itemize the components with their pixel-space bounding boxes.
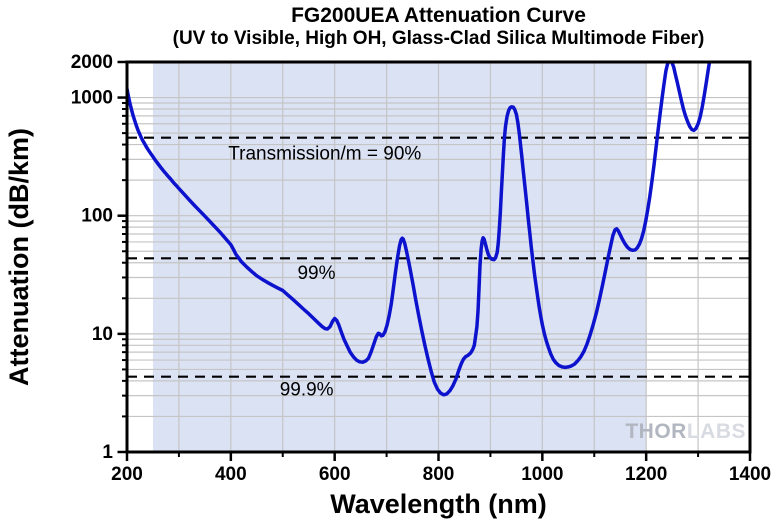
reference-line-label: 99% bbox=[297, 263, 335, 284]
x-tick-label: 200 bbox=[111, 464, 143, 485]
attenuation-curve bbox=[125, 62, 712, 397]
thorlabs-watermark: THORLABS bbox=[625, 420, 746, 443]
x-tick-label: 1000 bbox=[521, 464, 563, 485]
y-tick-label: 2000 bbox=[71, 52, 113, 73]
shaded-operating-region bbox=[152, 62, 647, 452]
grid bbox=[127, 62, 750, 452]
thorlabs-watermark-labs: LABS bbox=[687, 420, 746, 443]
y-tick-label: 100 bbox=[81, 206, 113, 227]
x-tick-label: 1400 bbox=[729, 464, 771, 485]
x-tick-label: 800 bbox=[423, 464, 455, 485]
x-axis-label: Wavelength (nm) bbox=[330, 489, 547, 519]
plot-border bbox=[125, 60, 752, 454]
reference-line-label: Transmission/m = 90% bbox=[228, 143, 421, 164]
y-tick-label: 1000 bbox=[71, 88, 113, 109]
chart-subtitle: (UV to Visible, High OH, Glass-Clad Sili… bbox=[172, 28, 705, 49]
y-tick-label: 1 bbox=[102, 442, 113, 463]
x-tick-label: 1200 bbox=[625, 464, 667, 485]
thorlabs-watermark-thor: THOR bbox=[625, 420, 687, 443]
x-tick-label: 600 bbox=[319, 464, 351, 485]
reference-line-label: 99.9% bbox=[280, 380, 334, 401]
y-tick-label: 10 bbox=[92, 324, 113, 345]
chart-title: FG200UEA Attenuation Curve bbox=[291, 4, 586, 27]
x-tick-label: 400 bbox=[215, 464, 247, 485]
